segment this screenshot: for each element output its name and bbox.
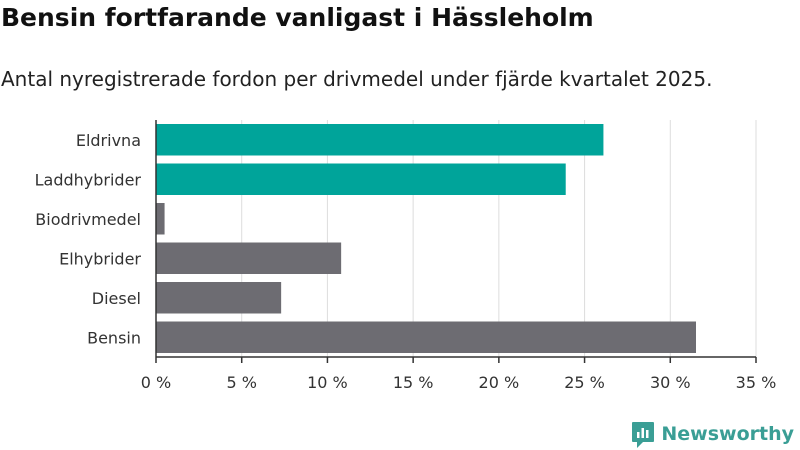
x-tick-label: 15 % <box>393 373 434 392</box>
x-tick-label: 25 % <box>564 373 605 392</box>
x-tick-label: 20 % <box>479 373 520 392</box>
x-tick-label: 0 % <box>141 373 171 392</box>
x-tick-label: 10 % <box>307 373 348 392</box>
bar-laddhybrider <box>156 163 566 195</box>
brand-logo: Newsworthy <box>631 419 794 449</box>
category-label: Bensin <box>87 328 141 347</box>
category-label: Elhybrider <box>59 249 141 268</box>
category-label: Biodrivmedel <box>35 210 141 229</box>
brand-name: Newsworthy <box>661 423 794 445</box>
newsworthy-logo-icon <box>632 422 655 448</box>
x-tick-label: 35 % <box>736 373 777 392</box>
chart-title: Bensin fortfarande vanligast i Hässlehol… <box>1 3 594 32</box>
x-tick-label: 5 % <box>226 373 256 392</box>
bar-bensin <box>156 321 696 353</box>
bar-biodrivmedel <box>156 203 165 235</box>
x-tick-label: 30 % <box>650 373 691 392</box>
bar-elhybrider <box>156 242 342 274</box>
category-label: Diesel <box>92 289 141 308</box>
category-label: Eldrivna <box>76 131 141 150</box>
chart-subtitle: Antal nyregistrerade fordon per drivmede… <box>1 67 713 91</box>
bar-diesel <box>156 282 282 314</box>
bar-eldrivna <box>156 124 604 156</box>
category-label: Laddhybrider <box>35 170 142 189</box>
